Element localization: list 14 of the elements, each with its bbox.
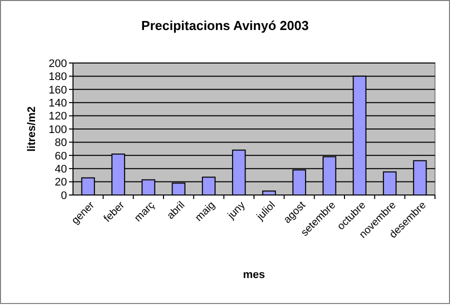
y-tick-label: 180 xyxy=(48,71,67,84)
y-tick-label: 120 xyxy=(48,110,67,123)
y-tick-label: 40 xyxy=(54,163,67,176)
chart-title: Precipitacions Avinyó 2003 xyxy=(141,18,309,33)
y-tick-label: 60 xyxy=(54,150,67,162)
y-tick-label: 200 xyxy=(48,58,67,70)
y-axis-title: litres/m2 xyxy=(26,106,38,152)
x-axis-title: mes xyxy=(242,269,266,281)
y-tick-label: 20 xyxy=(54,176,67,189)
y-tick-label: 140 xyxy=(48,97,67,110)
y-tick-label: 100 xyxy=(48,124,67,136)
y-tick-label: 80 xyxy=(54,137,67,150)
y-tick-label: 160 xyxy=(48,84,67,96)
y-tick-label: 0 xyxy=(60,190,67,202)
